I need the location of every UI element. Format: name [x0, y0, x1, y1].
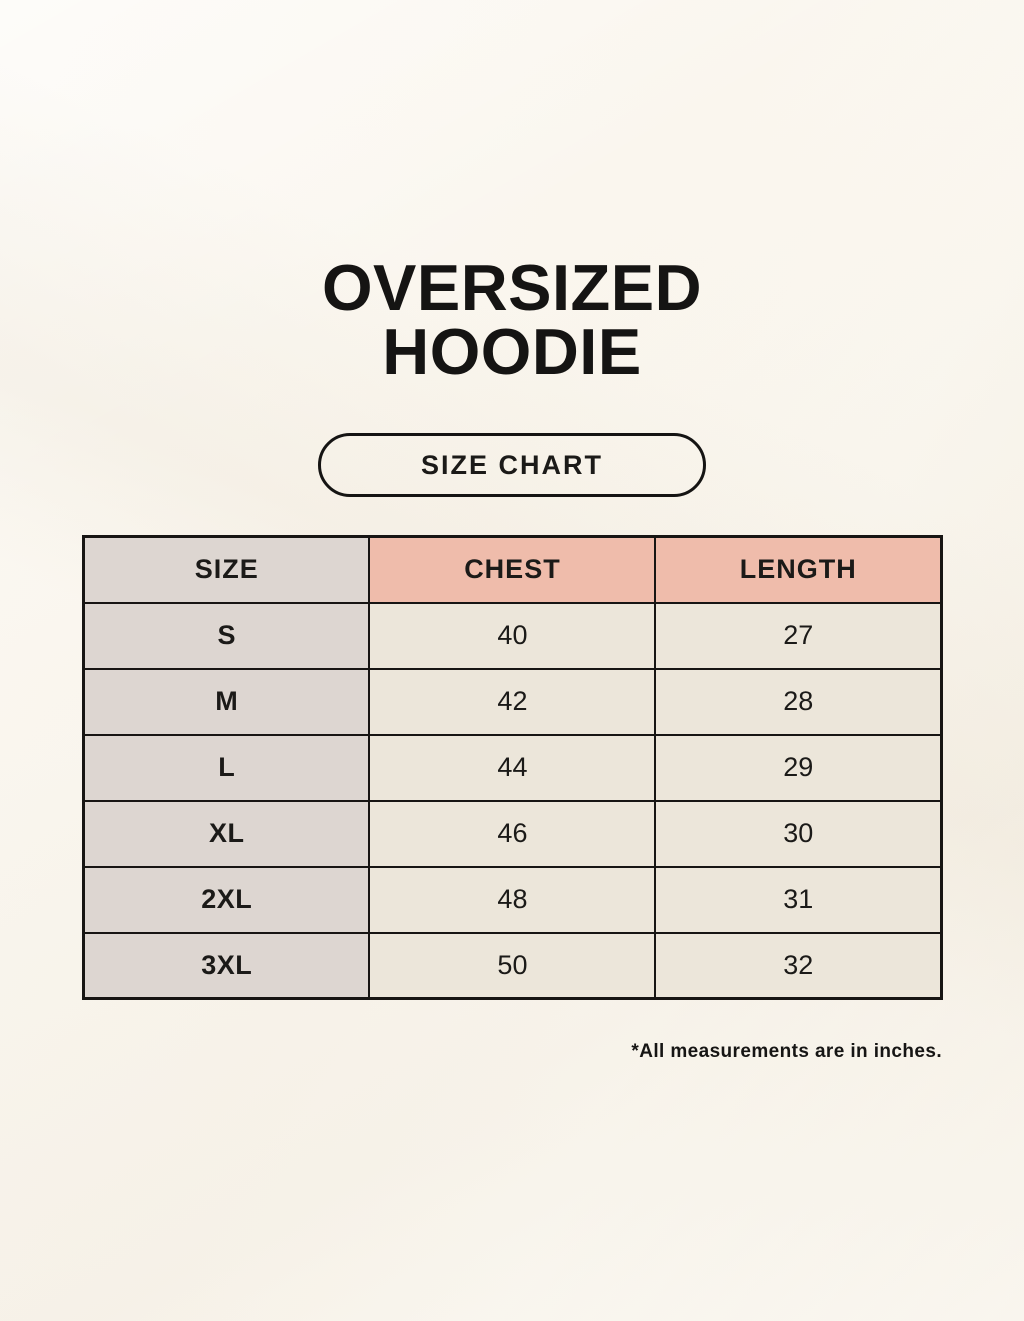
column-header-size: SIZE — [82, 535, 371, 604]
length-cell: 31 — [654, 865, 943, 934]
length-cell: 32 — [654, 931, 943, 1000]
measurements-footnote: *All measurements are in inches. — [631, 1041, 942, 1062]
column-header-chest: CHEST — [368, 535, 657, 604]
length-cell: 27 — [654, 601, 943, 670]
table-row: S 40 27 — [82, 601, 943, 670]
size-chart-button-label: SIZE CHART — [421, 449, 603, 480]
page-title-line-2: HOODIE — [382, 315, 642, 388]
size-cell: XL — [82, 799, 371, 868]
table-row: XL 46 30 — [82, 799, 943, 868]
chest-cell: 46 — [368, 799, 657, 868]
length-cell: 30 — [654, 799, 943, 868]
chest-cell: 40 — [368, 601, 657, 670]
size-cell: 3XL — [82, 931, 371, 1000]
page-title: OVERSIZED HOODIE — [0, 255, 1024, 384]
size-cell: 2XL — [82, 865, 371, 934]
column-header-length: LENGTH — [654, 535, 943, 604]
size-cell: M — [82, 667, 371, 736]
chest-cell: 44 — [368, 733, 657, 802]
table-row: 2XL 48 31 — [82, 865, 943, 934]
table-row: 3XL 50 32 — [82, 931, 943, 1000]
size-chart-button[interactable]: SIZE CHART — [318, 433, 706, 497]
length-cell: 28 — [654, 667, 943, 736]
size-cell: S — [82, 601, 371, 670]
table-row: M 42 28 — [82, 667, 943, 736]
table-row: L 44 29 — [82, 733, 943, 802]
table-header-row: SIZE CHEST LENGTH — [82, 535, 943, 604]
size-cell: L — [82, 733, 371, 802]
size-chart-table: SIZE CHEST LENGTH S 40 27 M 42 28 L 44 2… — [82, 535, 943, 1000]
chest-cell: 50 — [368, 931, 657, 1000]
chest-cell: 42 — [368, 667, 657, 736]
chest-cell: 48 — [368, 865, 657, 934]
page-title-line-1: OVERSIZED — [321, 251, 703, 324]
length-cell: 29 — [654, 733, 943, 802]
